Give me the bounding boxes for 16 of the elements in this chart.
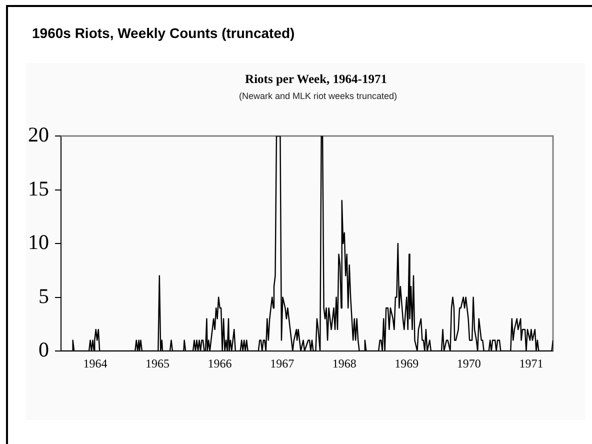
x-tick-label: 1964 bbox=[83, 356, 108, 370]
chart-subtitle: Riots per Week, 1964-1971 bbox=[245, 72, 387, 87]
x-tick-label: 1969 bbox=[394, 356, 419, 370]
x-tick-label: 1970 bbox=[456, 356, 481, 370]
x-tick-label: 1971 bbox=[519, 356, 544, 370]
x-tick-label: 1965 bbox=[146, 356, 170, 370]
x-tick-label: 1966 bbox=[208, 356, 232, 370]
y-tick-label: 15 bbox=[28, 176, 49, 200]
y-tick-label: 0 bbox=[38, 338, 49, 362]
y-tick-label: 10 bbox=[28, 230, 49, 254]
x-tick-label: 1968 bbox=[332, 356, 356, 370]
y-tick-label: 20 bbox=[28, 122, 49, 147]
chart-title: 1960s Riots, Weekly Counts (truncated) bbox=[32, 25, 295, 41]
text: (Newark and MLK riot weeks truncated) bbox=[238, 91, 398, 101]
y-tick-label: 5 bbox=[38, 284, 49, 308]
x-tick-label: 1967 bbox=[270, 356, 294, 370]
